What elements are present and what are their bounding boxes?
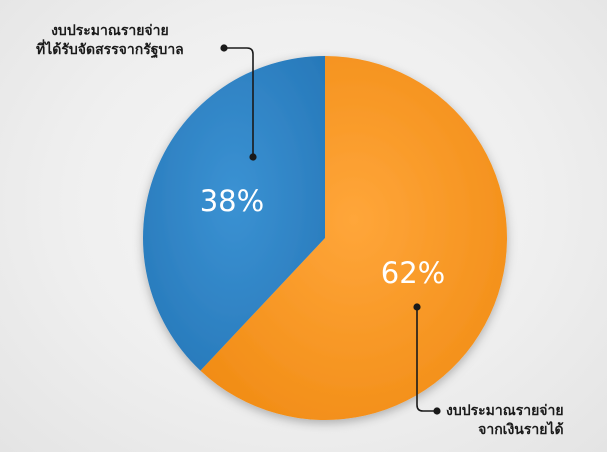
callout-dot-government-budget-label xyxy=(220,44,228,52)
callout-dot-revenue-budget-slice xyxy=(413,303,421,311)
slice-label-government-budget-line-2: ที่ได้รับจัดสรรจากรัฐบาล xyxy=(36,42,184,58)
slice-label-government-budget: งบประมาณรายจ่าย ที่ได้รับจัดสรรจากรัฐบาล xyxy=(36,22,184,60)
pie-slice-revenue-budget xyxy=(200,56,508,420)
slice-label-government-budget-line-1: งบประมาณรายจ่าย xyxy=(51,23,169,39)
slice-label-revenue-budget-line-2: จากเงินรายได้ xyxy=(478,422,564,438)
pie-slice-government-budget xyxy=(142,56,325,371)
slice-label-revenue-budget-line-1: งบประมาณรายจ่าย xyxy=(446,403,564,419)
slice-label-revenue-budget: งบประมาณรายจ่าย จากเงินรายได้ xyxy=(446,402,564,440)
value-label-government-budget: 38% xyxy=(200,184,264,218)
value-label-revenue-budget: 62% xyxy=(381,256,445,290)
callout-dot-government-budget-slice xyxy=(249,153,257,161)
callout-line-revenue-budget xyxy=(416,307,437,412)
callout-line-government-budget xyxy=(224,47,254,157)
callout-dot-revenue-budget-label xyxy=(433,407,441,415)
